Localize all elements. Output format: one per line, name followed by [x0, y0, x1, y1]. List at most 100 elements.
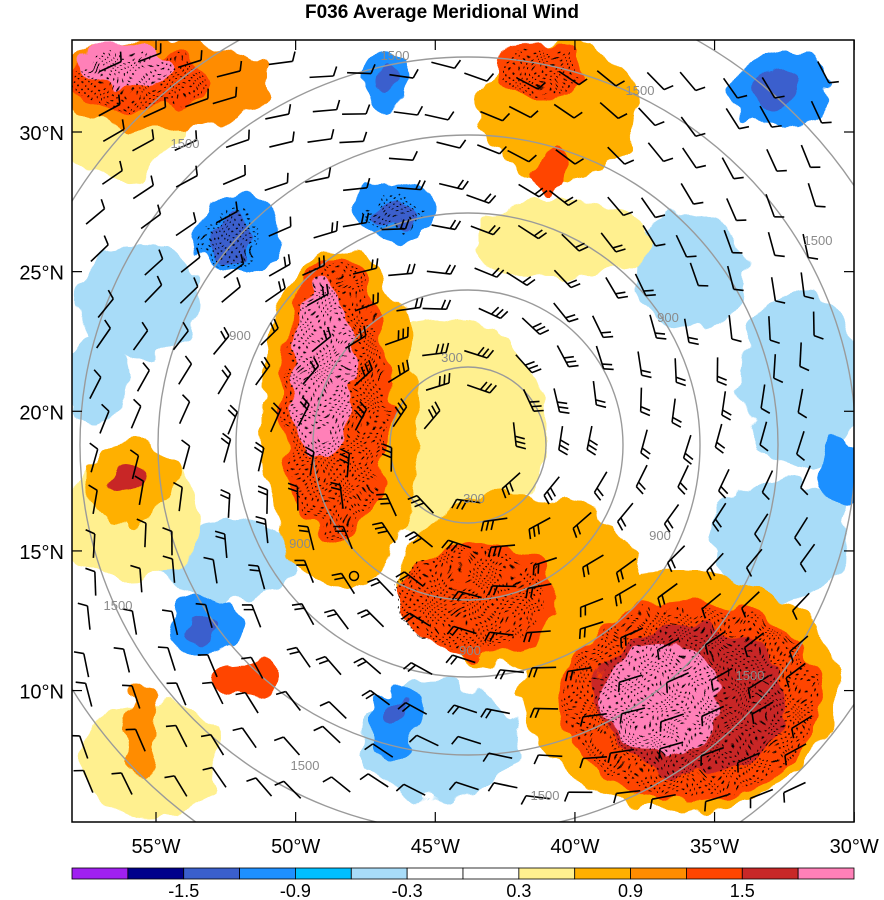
- shade-region: [635, 210, 745, 330]
- shade-region: [710, 480, 850, 600]
- wind-barb: [743, 632, 765, 658]
- wind-barb: [339, 448, 351, 478]
- wind-barb: [770, 277, 786, 304]
- wind-barb: [582, 554, 604, 578]
- wind-barb: [640, 429, 651, 460]
- wind-barb: [125, 728, 146, 752]
- wind-barb: [275, 690, 301, 711]
- wind-barb: [286, 646, 311, 668]
- wind-barb: [401, 612, 431, 627]
- wind-barb: [563, 791, 593, 802]
- wind-barb: [765, 193, 785, 218]
- colorbar-segment: [797, 867, 855, 880]
- latitude-label: 10°N: [19, 682, 64, 704]
- wind-barb: [706, 552, 724, 581]
- wind-barb: [516, 77, 546, 90]
- wind-barb: [620, 627, 644, 648]
- wind-barb: [523, 630, 551, 643]
- wind-barb: [181, 439, 191, 470]
- wind-barb: [480, 517, 508, 532]
- wind-barb: [136, 362, 150, 392]
- wind-barb: [330, 481, 344, 509]
- contour-label: 1500: [171, 136, 200, 151]
- axis-ticks: [72, 40, 855, 822]
- wind-barb: [220, 432, 232, 463]
- wind-barb: [95, 319, 111, 349]
- contour-label: 1500: [104, 598, 133, 613]
- wind-barb: [319, 700, 347, 719]
- wind-barb: [723, 229, 743, 254]
- wind-barb: [291, 602, 315, 626]
- wind-barb: [445, 654, 476, 665]
- wind-barb: [658, 741, 684, 759]
- contour-label: 300: [441, 350, 463, 365]
- contour-label: 1500: [626, 83, 655, 98]
- wind-barb: [431, 219, 462, 231]
- wind-barb: [717, 468, 730, 499]
- wind-barb: [701, 593, 722, 619]
- contour-label: 1500: [804, 233, 833, 248]
- wind-barb: [331, 572, 356, 595]
- wind-barb: [355, 292, 379, 312]
- wind-barb: [305, 167, 332, 183]
- map-title: F036 Average Meridional Wind: [305, 2, 579, 23]
- wind-barb: [518, 183, 548, 198]
- wind-barb: [640, 197, 666, 219]
- wind-barb: [111, 772, 133, 795]
- wind-barb: [478, 306, 509, 320]
- wind-barb: [268, 254, 291, 277]
- wind-barb: [257, 485, 269, 514]
- wind-barb: [528, 517, 551, 540]
- wind-barb: [222, 164, 246, 186]
- wind-barb: [725, 107, 750, 130]
- wind-barb: [591, 315, 614, 339]
- wind-barb: [700, 746, 725, 766]
- wind-barb: [212, 326, 230, 355]
- colorbar-label: -0.3: [392, 881, 423, 900]
- wind-barb: [255, 515, 269, 544]
- wind-barb: [607, 146, 635, 165]
- longitude-label: 35°W: [690, 836, 739, 858]
- wind-barb: [422, 342, 450, 357]
- latitude-label: 30°N: [19, 123, 64, 145]
- wind-barb: [260, 318, 279, 346]
- wind-barb: [381, 443, 393, 472]
- wind-barb: [178, 394, 191, 425]
- wind-barb: [162, 527, 173, 556]
- wind-barb: [241, 656, 264, 679]
- wind-barb: [407, 494, 435, 514]
- wind-barb: [217, 365, 232, 395]
- wind-barb: [595, 345, 614, 371]
- wind-barb: [313, 725, 341, 744]
- contour-rings: [72, 40, 854, 822]
- wind-barb: [423, 401, 441, 430]
- wind-barb: [556, 345, 579, 368]
- wind-barb: [227, 404, 239, 435]
- wind-barb: [716, 357, 727, 386]
- wind-barb: [476, 144, 507, 155]
- map-frame: [71, 39, 855, 823]
- wind-barb: [553, 302, 579, 323]
- wind-barb: [785, 662, 806, 688]
- wind-barb: [512, 422, 527, 450]
- wind-barb: [782, 781, 806, 803]
- contour-label: 900: [649, 528, 671, 543]
- storm-center-marker: [348, 570, 360, 582]
- wind-barb: [216, 60, 243, 78]
- wind-barb: [342, 104, 371, 115]
- wind-barb: [311, 326, 332, 353]
- wind-barb: [721, 157, 744, 180]
- wind-barb: [396, 297, 424, 312]
- wind-barb: [586, 425, 598, 456]
- wind-barb: [712, 502, 727, 532]
- wind-barb: [265, 104, 292, 120]
- wind-barbs: [72, 43, 839, 812]
- wind-barb: [508, 105, 539, 119]
- wind-barb: [799, 342, 810, 372]
- wind-barb: [754, 513, 769, 543]
- wind-barb: [616, 502, 634, 531]
- wind-barb: [179, 277, 199, 304]
- wind-barb: [596, 70, 625, 87]
- wind-barb: [619, 707, 646, 724]
- wind-barb: [548, 190, 578, 207]
